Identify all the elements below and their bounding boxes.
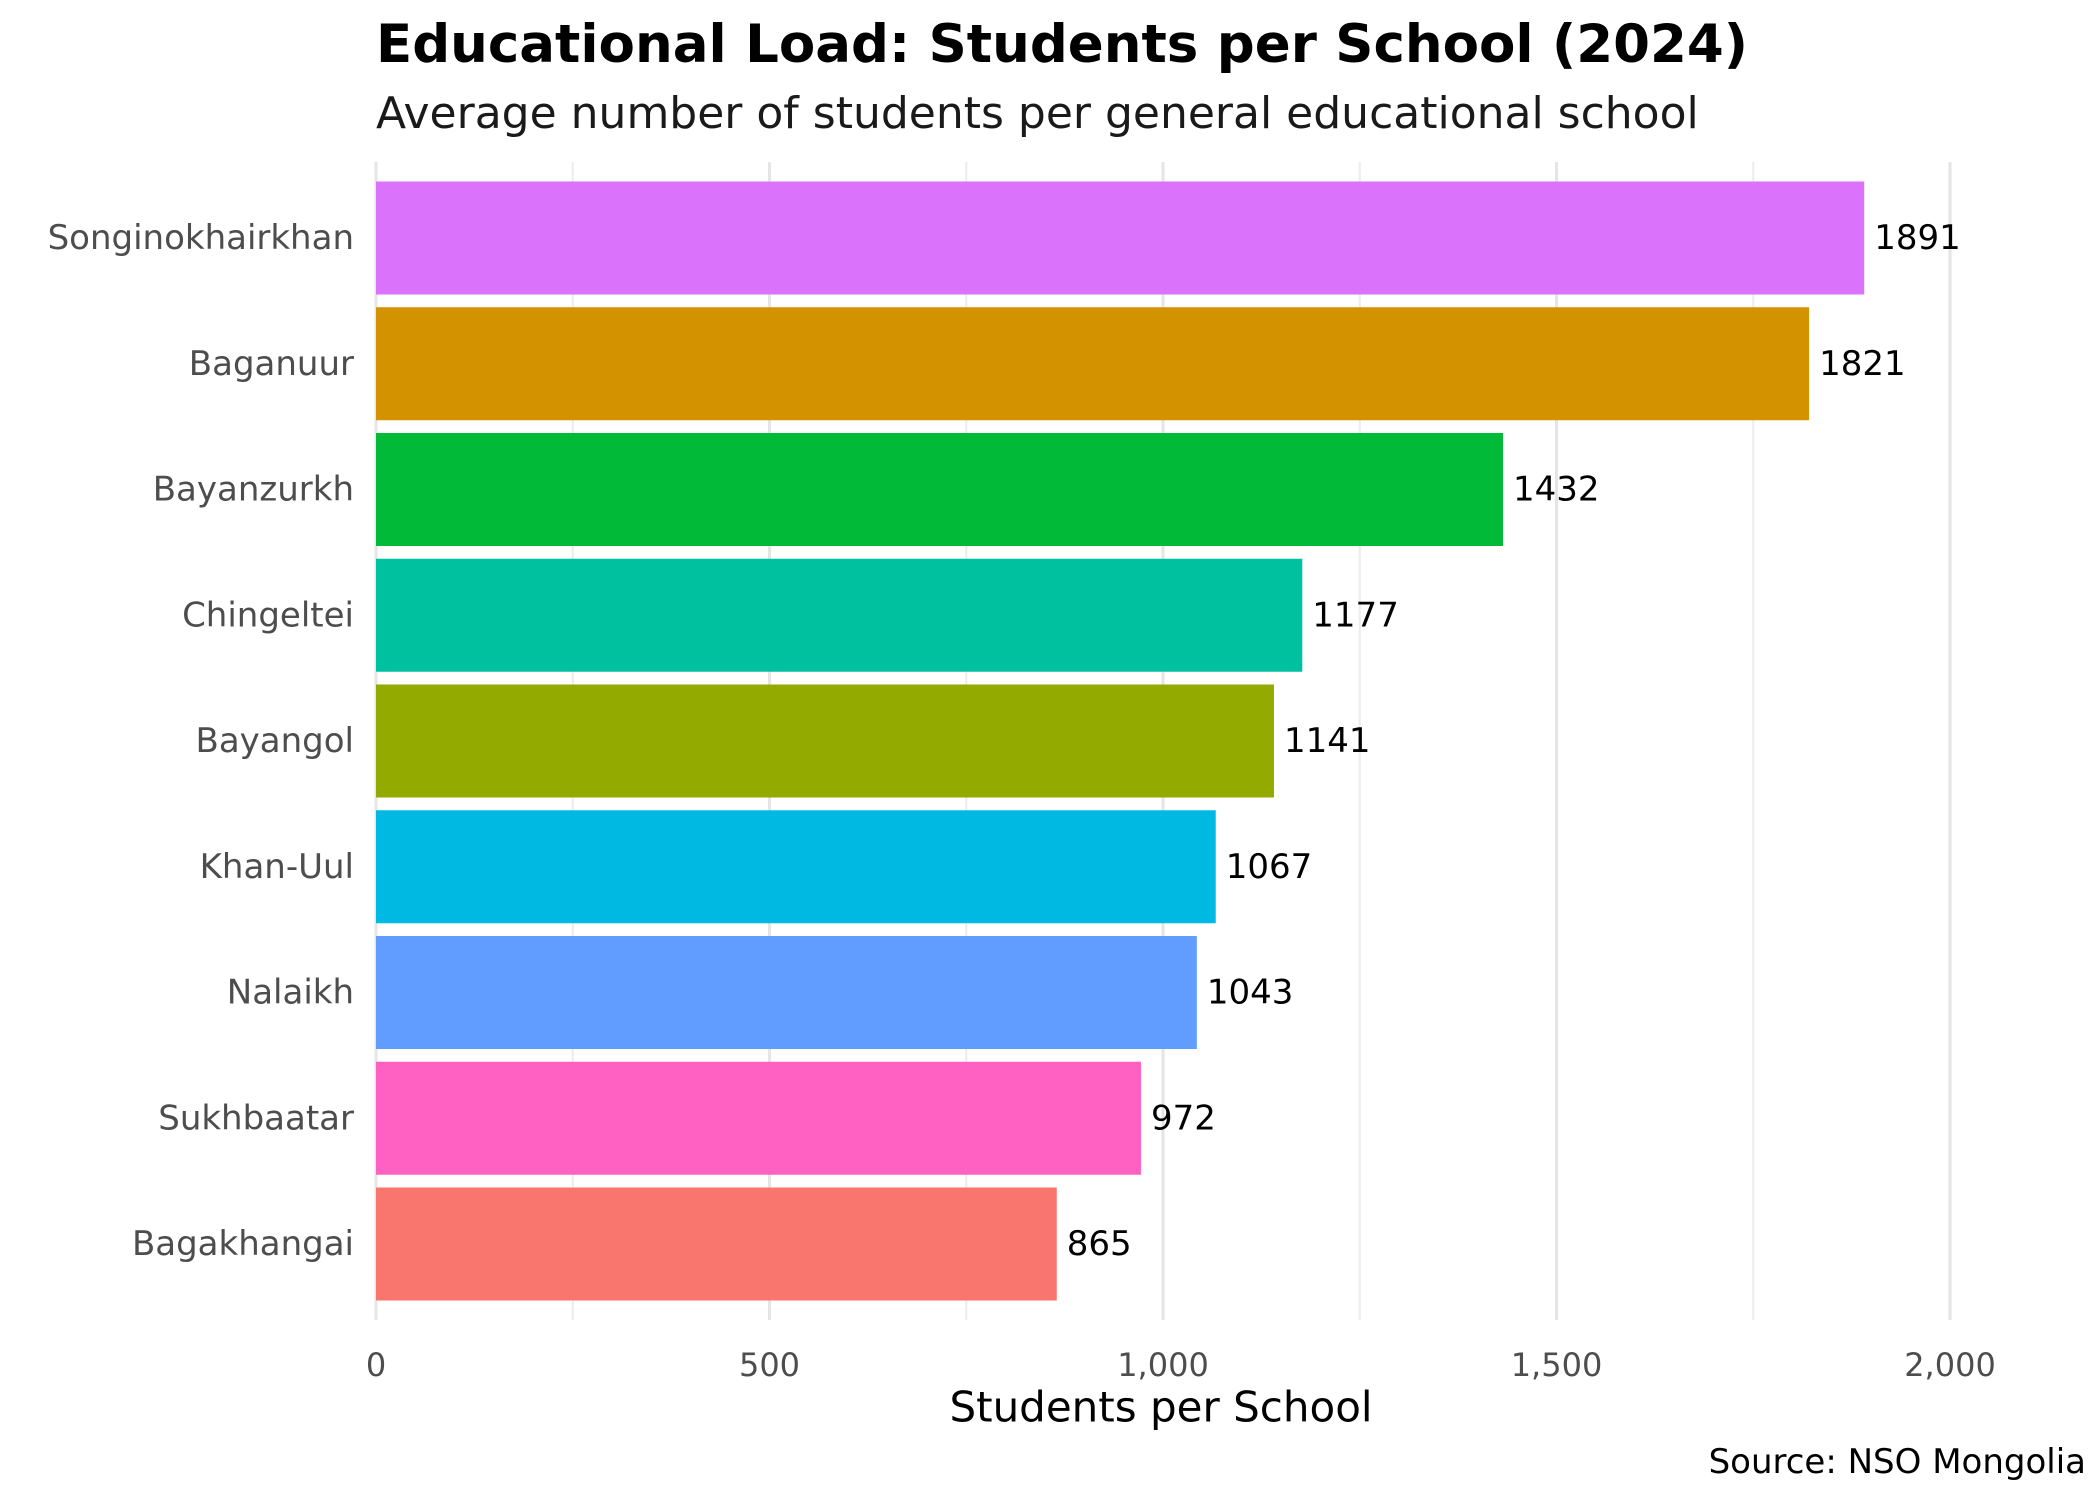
x-tick-label: 2,000	[1904, 1346, 1996, 1384]
x-axis-title: Students per School	[949, 1383, 1372, 1432]
value-label: 1141	[1284, 721, 1371, 761]
bar-khan-uul	[376, 810, 1216, 924]
value-label: 1177	[1312, 595, 1399, 635]
x-tick-label: 500	[739, 1346, 800, 1384]
axis-layer: 0 500 1,000 1,500 2,000 Students per School	[366, 1346, 1996, 1432]
label-layer: Songinokhairkhan 1891 Baganuur 1821 Bayanzur…	[48, 218, 1961, 1264]
value-label: 1432	[1513, 470, 1600, 510]
bar-nalaikh	[376, 936, 1197, 1049]
bar-baganuur	[376, 307, 1810, 421]
chart-subtitle: Average number of students per general e…	[376, 88, 1699, 139]
bar-bayangol	[376, 684, 1274, 798]
category-label: Khan-Uul	[200, 847, 354, 887]
category-label: Bagakhangai	[132, 1224, 354, 1264]
x-tick-label: 1,000	[1117, 1346, 1209, 1384]
chart-title: Educational Load: Students per School (2…	[376, 14, 1748, 75]
bar-sukhbaatar	[376, 1061, 1141, 1175]
value-label: 1043	[1207, 973, 1294, 1013]
category-label: Bayangol	[196, 721, 355, 761]
bar-songinokhairkhan	[376, 181, 1865, 295]
bar-bagakhangai	[376, 1187, 1057, 1301]
value-label: 972	[1151, 1098, 1216, 1138]
value-label: 1891	[1874, 218, 1961, 258]
bar-layer	[376, 181, 1865, 1301]
bar-bayanzurkh	[376, 433, 1503, 546]
x-tick-label: 0	[366, 1346, 386, 1384]
bar-chingeltei	[376, 558, 1303, 672]
value-label: 1821	[1819, 344, 1906, 384]
value-label: 1067	[1226, 847, 1313, 887]
category-label: Sukhbaatar	[158, 1098, 354, 1138]
value-label: 865	[1067, 1224, 1132, 1264]
x-tick-label: 1,500	[1511, 1346, 1603, 1384]
category-label: Bayanzurkh	[153, 470, 354, 510]
category-label: Songinokhairkhan	[48, 218, 354, 258]
category-label: Chingeltei	[182, 595, 354, 635]
chart-source: Source: NSO Mongolia	[1708, 1442, 2086, 1482]
category-label: Nalaikh	[227, 973, 354, 1013]
category-label: Baganuur	[189, 344, 354, 384]
